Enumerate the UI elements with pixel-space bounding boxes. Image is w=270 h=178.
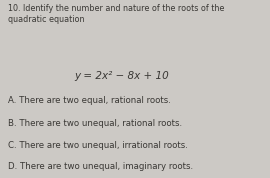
Text: A. There are two equal, rational roots.: A. There are two equal, rational roots. bbox=[8, 96, 171, 105]
Text: B. There are two unequal, rational roots.: B. There are two unequal, rational roots… bbox=[8, 119, 182, 128]
Text: D. There are two unequal, imaginary roots.: D. There are two unequal, imaginary root… bbox=[8, 162, 193, 171]
Text: y = 2x² − 8x + 10: y = 2x² − 8x + 10 bbox=[74, 71, 169, 81]
Text: 10. Identify the number and nature of the roots of the
quadratic equation: 10. Identify the number and nature of th… bbox=[8, 4, 224, 24]
Text: C. There are two unequal, irrational roots.: C. There are two unequal, irrational roo… bbox=[8, 141, 188, 150]
